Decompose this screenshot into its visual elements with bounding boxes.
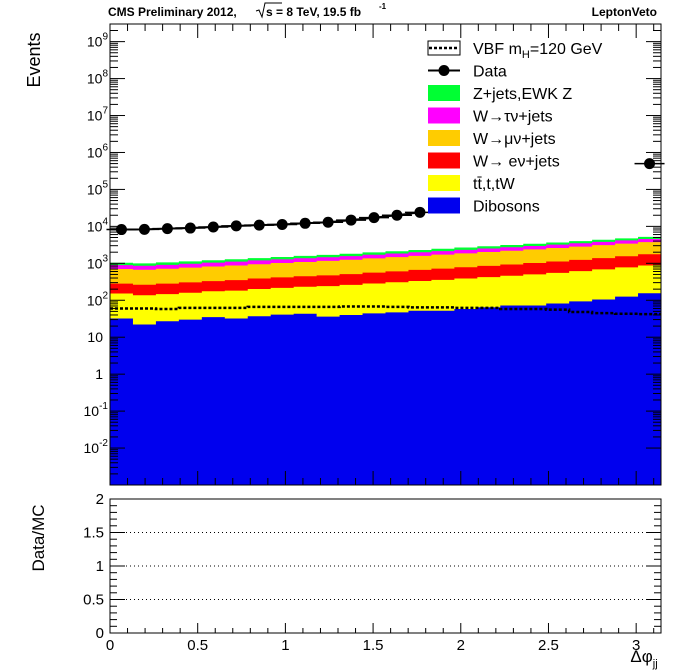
- legend-label: VBF mH=120 GeV: [473, 41, 603, 61]
- legend-entry: VBF mH=120 GeV: [427, 40, 603, 61]
- x-axis-label-sub: jj: [652, 658, 658, 670]
- signal-series: [110, 305, 661, 316]
- y-tick-label: 106: [87, 142, 109, 160]
- ratio-y-tick-label: 1: [96, 558, 104, 575]
- ratio-plot-frame: [109, 498, 662, 634]
- legend-swatch-top: [428, 175, 460, 191]
- data-point: [299, 217, 311, 229]
- x-tick-label: 2.5: [538, 637, 559, 654]
- legend-entry: W→τν+jets: [428, 107, 553, 126]
- legend-label: W→ eν+jets: [473, 154, 560, 171]
- x-axis-label-main: Δφ: [630, 647, 652, 666]
- data-point: [138, 223, 150, 235]
- legend-swatch-zjets: [428, 85, 460, 101]
- legend-label: W→μν+jets: [473, 131, 556, 148]
- x-tick-label: 1.5: [363, 637, 384, 654]
- y-tick-label: 1: [95, 366, 103, 382]
- main-plot-panel: 10-2 10-1 1 10 102 103 104 105 106 107 108 109 Even…: [24, 23, 665, 486]
- ratio-y-tick-label: 0.5: [83, 592, 104, 609]
- data-point: [276, 219, 288, 231]
- header-lumi-exponent: -1: [379, 2, 387, 11]
- ratio-y-axis-label: Data/MC: [29, 504, 48, 571]
- x-axis-label: Δφjj: [630, 647, 657, 670]
- data-point: [368, 212, 380, 224]
- y-tick-label: 108: [87, 69, 109, 87]
- y-tick-label: 10: [87, 329, 103, 345]
- legend-entry: Dibosons: [428, 197, 540, 216]
- y-tick-label: 10-2: [84, 438, 109, 456]
- x-tick-label: 2: [457, 637, 465, 654]
- sqrt-symbol: [255, 2, 282, 19]
- legend-entry: W→μν+jets: [428, 130, 556, 148]
- ratio-plot-panel: 0 0.5 1 1.5 2 0 0.5 1 1.5 2 2.5 3 Data/MC Δφjj: [29, 491, 662, 670]
- signal-step-line: [110, 305, 661, 316]
- main-plot-frame: [109, 23, 662, 486]
- main-y-ticks: 10-2 10-1 1 10 102 103 104 105 106 107 108 109: [84, 30, 661, 475]
- legend-label: W→τν+jets: [473, 109, 553, 126]
- ratio-y-tick-label: 1.5: [83, 525, 104, 542]
- header-sqrt-s: s = 8 TeV, 19.5 fb: [266, 5, 361, 19]
- legend-entry: tt̄,t,tW: [428, 175, 516, 193]
- y-tick-label: 103: [87, 253, 109, 271]
- legend-label: Data: [473, 64, 507, 81]
- data-point: [253, 219, 265, 231]
- header-left: CMS Preliminary 2012,: [108, 5, 237, 19]
- legend-entry: W→ eν+jets: [428, 152, 560, 171]
- x-tick-label: 3: [632, 637, 640, 654]
- y-tick-label: 105: [87, 179, 109, 197]
- x-tick-label: 0: [106, 637, 114, 654]
- main-x-ticks: [109, 24, 655, 485]
- stack-layers: [110, 236, 661, 485]
- y-tick-label: 10-1: [84, 401, 109, 419]
- x-tick-label: 1: [281, 637, 289, 654]
- ratio-y-tick-label: 2: [96, 491, 104, 508]
- data-point: [345, 214, 357, 226]
- data-point: [184, 222, 196, 234]
- stack-layer-diboson: [110, 293, 661, 485]
- legend-label: Dibosons: [473, 199, 540, 216]
- header-right: LeptonVeto: [592, 5, 657, 19]
- data-point: [644, 158, 656, 170]
- legend-swatch-diboson: [428, 197, 460, 214]
- ratio-plot-area: [110, 499, 661, 633]
- legend: VBF mH=120 GeV Data Z+jets,EWK Z W→τν+jets W…: [427, 40, 603, 216]
- legend-entry: Z+jets,EWK Z: [428, 85, 572, 103]
- y-tick-label: 104: [87, 216, 109, 234]
- data-point: [230, 220, 242, 232]
- main-y-axis-label: Events: [24, 32, 44, 87]
- legend-swatch-wtau: [428, 107, 460, 124]
- data-point: [391, 209, 403, 221]
- y-tick-label: 107: [87, 106, 109, 124]
- x-tick-label: 0.5: [187, 637, 208, 654]
- data-point: [414, 206, 426, 218]
- legend-swatch-wmu: [428, 130, 460, 146]
- data-point: [207, 221, 219, 233]
- legend-swatch-we: [428, 152, 460, 169]
- y-tick-label: 102: [87, 290, 109, 308]
- data-point: [322, 216, 334, 228]
- y-tick-label: 109: [87, 32, 109, 50]
- legend-entry: Data: [428, 64, 507, 81]
- legend-swatch-data-marker: [438, 65, 450, 76]
- legend-label: Z+jets,EWK Z: [473, 86, 572, 103]
- data-point: [161, 223, 173, 235]
- legend-label: tt̄,t,tW: [473, 176, 516, 193]
- ratio-y-tick-label: 0: [96, 625, 104, 642]
- ratio-x-ticks: 0 0.5 1 1.5 2 2.5 3: [106, 623, 655, 654]
